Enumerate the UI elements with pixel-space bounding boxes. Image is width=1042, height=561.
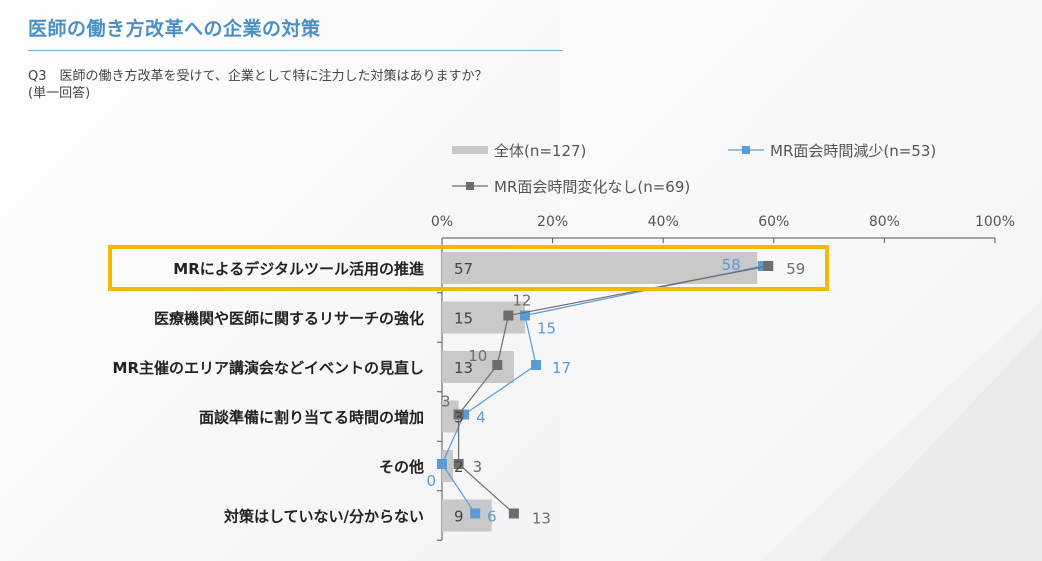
bar [442,252,758,284]
title-underline [28,50,563,51]
x-tick-label: 0% [431,214,453,230]
bar-value-label: 9 [454,508,464,526]
bar-value-label: 13 [454,359,473,377]
bar-value-label: 2 [454,458,464,476]
bar-series-overall [442,252,758,532]
category-label: 対策はしていない/分からない [223,508,424,526]
legend-swatch-overall [452,146,488,154]
bar-value-label: 3 [454,409,464,427]
category-label: MR主催のエリア講演会などイベントの見直し [113,359,424,377]
marker-nochange [503,310,514,321]
marker-nochange [763,261,774,271]
marker-reduced [470,508,481,519]
bar [442,499,492,532]
marker-reduced [459,409,470,420]
highlight-box [108,245,829,291]
nochange-value-label: 12 [512,292,531,310]
nochange-value-label: 3 [441,393,451,411]
x-tick-label: 20% [537,214,568,230]
legend-swatch-reduced-marker [742,146,750,154]
marker-nochange [492,360,503,370]
series-line-reduced [441,265,763,514]
line-series [437,261,774,519]
reduced-value-label: 4 [476,409,486,427]
question-line-1: Q3 医師の働き方改革を受けて、企業として特に注力した対策はありますか？ [28,69,488,84]
legend-label-nochange: MR面会時間変化なし(n=69) [494,178,690,196]
category-label: その他 [379,458,424,476]
legend-label-overall: 全体(n=127) [494,142,586,160]
reduced-value-label: 6 [487,508,497,526]
nochange-value-label: 10 [468,347,487,365]
reduced-value-label: 15 [537,320,556,338]
category-label: MRによるデジタルツール活用の推進 [173,260,425,278]
legend-swatch-nochange-marker [466,182,474,190]
question-line-2: (単一回答) [28,86,91,101]
reduced-value-label: 58 [722,256,741,274]
x-tick-label: 60% [758,214,789,230]
marker-nochange [453,459,464,469]
nochange-value-label: 3 [473,458,483,476]
bar [442,400,459,433]
marker-nochange [508,508,519,519]
marker-reduced [757,261,768,271]
category-label: 面談準備に割り当てる時間の増加 [199,409,424,427]
question-text: Q3 医師の働き方改革を受けて、企業として特に注力した対策はありますか？ (単一… [28,68,487,102]
marker-reduced [519,310,530,321]
marker-reduced [437,459,447,469]
x-tick-label: 80% [869,214,900,230]
nochange-value-label: 13 [532,510,551,528]
x-tick-label: 40% [648,214,679,230]
reduced-value-label: 17 [552,359,571,377]
marker-reduced [531,360,542,370]
chart-legend: 全体(n=127) MR面会時間減少(n=53) MR面会時間変化なし(n=69) [452,142,936,196]
highlight-frame [108,245,829,291]
category-label: 医療機関や医師に関するリサーチの強化 [154,310,424,328]
marker-nochange [453,409,464,420]
x-tick-label: 100% [975,214,1015,230]
reduced-value-label: 0 [426,472,436,490]
series-line-nochange [457,265,769,514]
page-title: 医師の働き方改革への企業の対策 [28,18,321,40]
bar-value-label: 57 [454,260,473,278]
bar [442,450,454,482]
nochange-value-label: 59 [786,260,805,278]
legend-label-reduced: MR面会時間減少(n=53) [770,142,936,160]
bar-value-label: 15 [454,310,473,328]
